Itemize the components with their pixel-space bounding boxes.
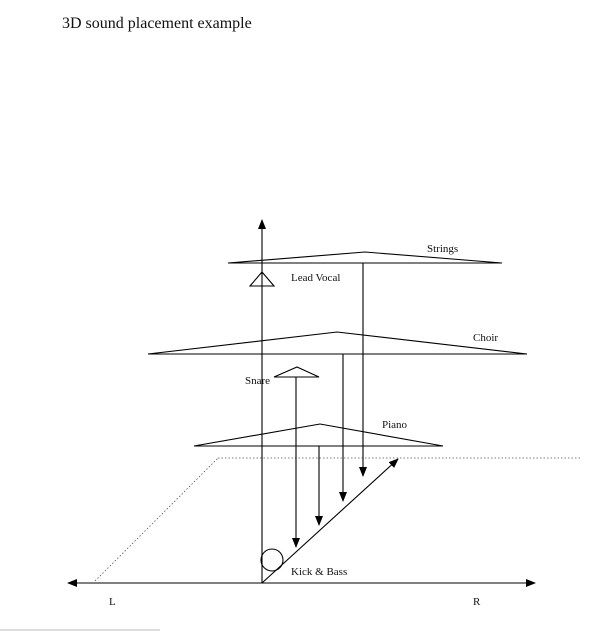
title: 3D sound placement example — [62, 15, 252, 32]
label: Snare — [245, 375, 270, 387]
label: R — [473, 596, 481, 608]
choir-shape — [147, 331, 528, 355]
label: L — [109, 596, 116, 608]
floor — [94, 457, 582, 582]
depth-arrow — [261, 458, 399, 584]
kick-bass-shape — [260, 548, 284, 572]
label: Piano — [382, 419, 408, 431]
snare-shape — [273, 366, 320, 378]
strings-shape — [227, 251, 503, 264]
label: Kick & Bass — [291, 566, 347, 578]
lead-vocal-shape — [248, 271, 276, 287]
label: Lead Vocal — [291, 272, 340, 284]
label: Choir — [473, 332, 498, 344]
label: Strings — [427, 243, 458, 255]
